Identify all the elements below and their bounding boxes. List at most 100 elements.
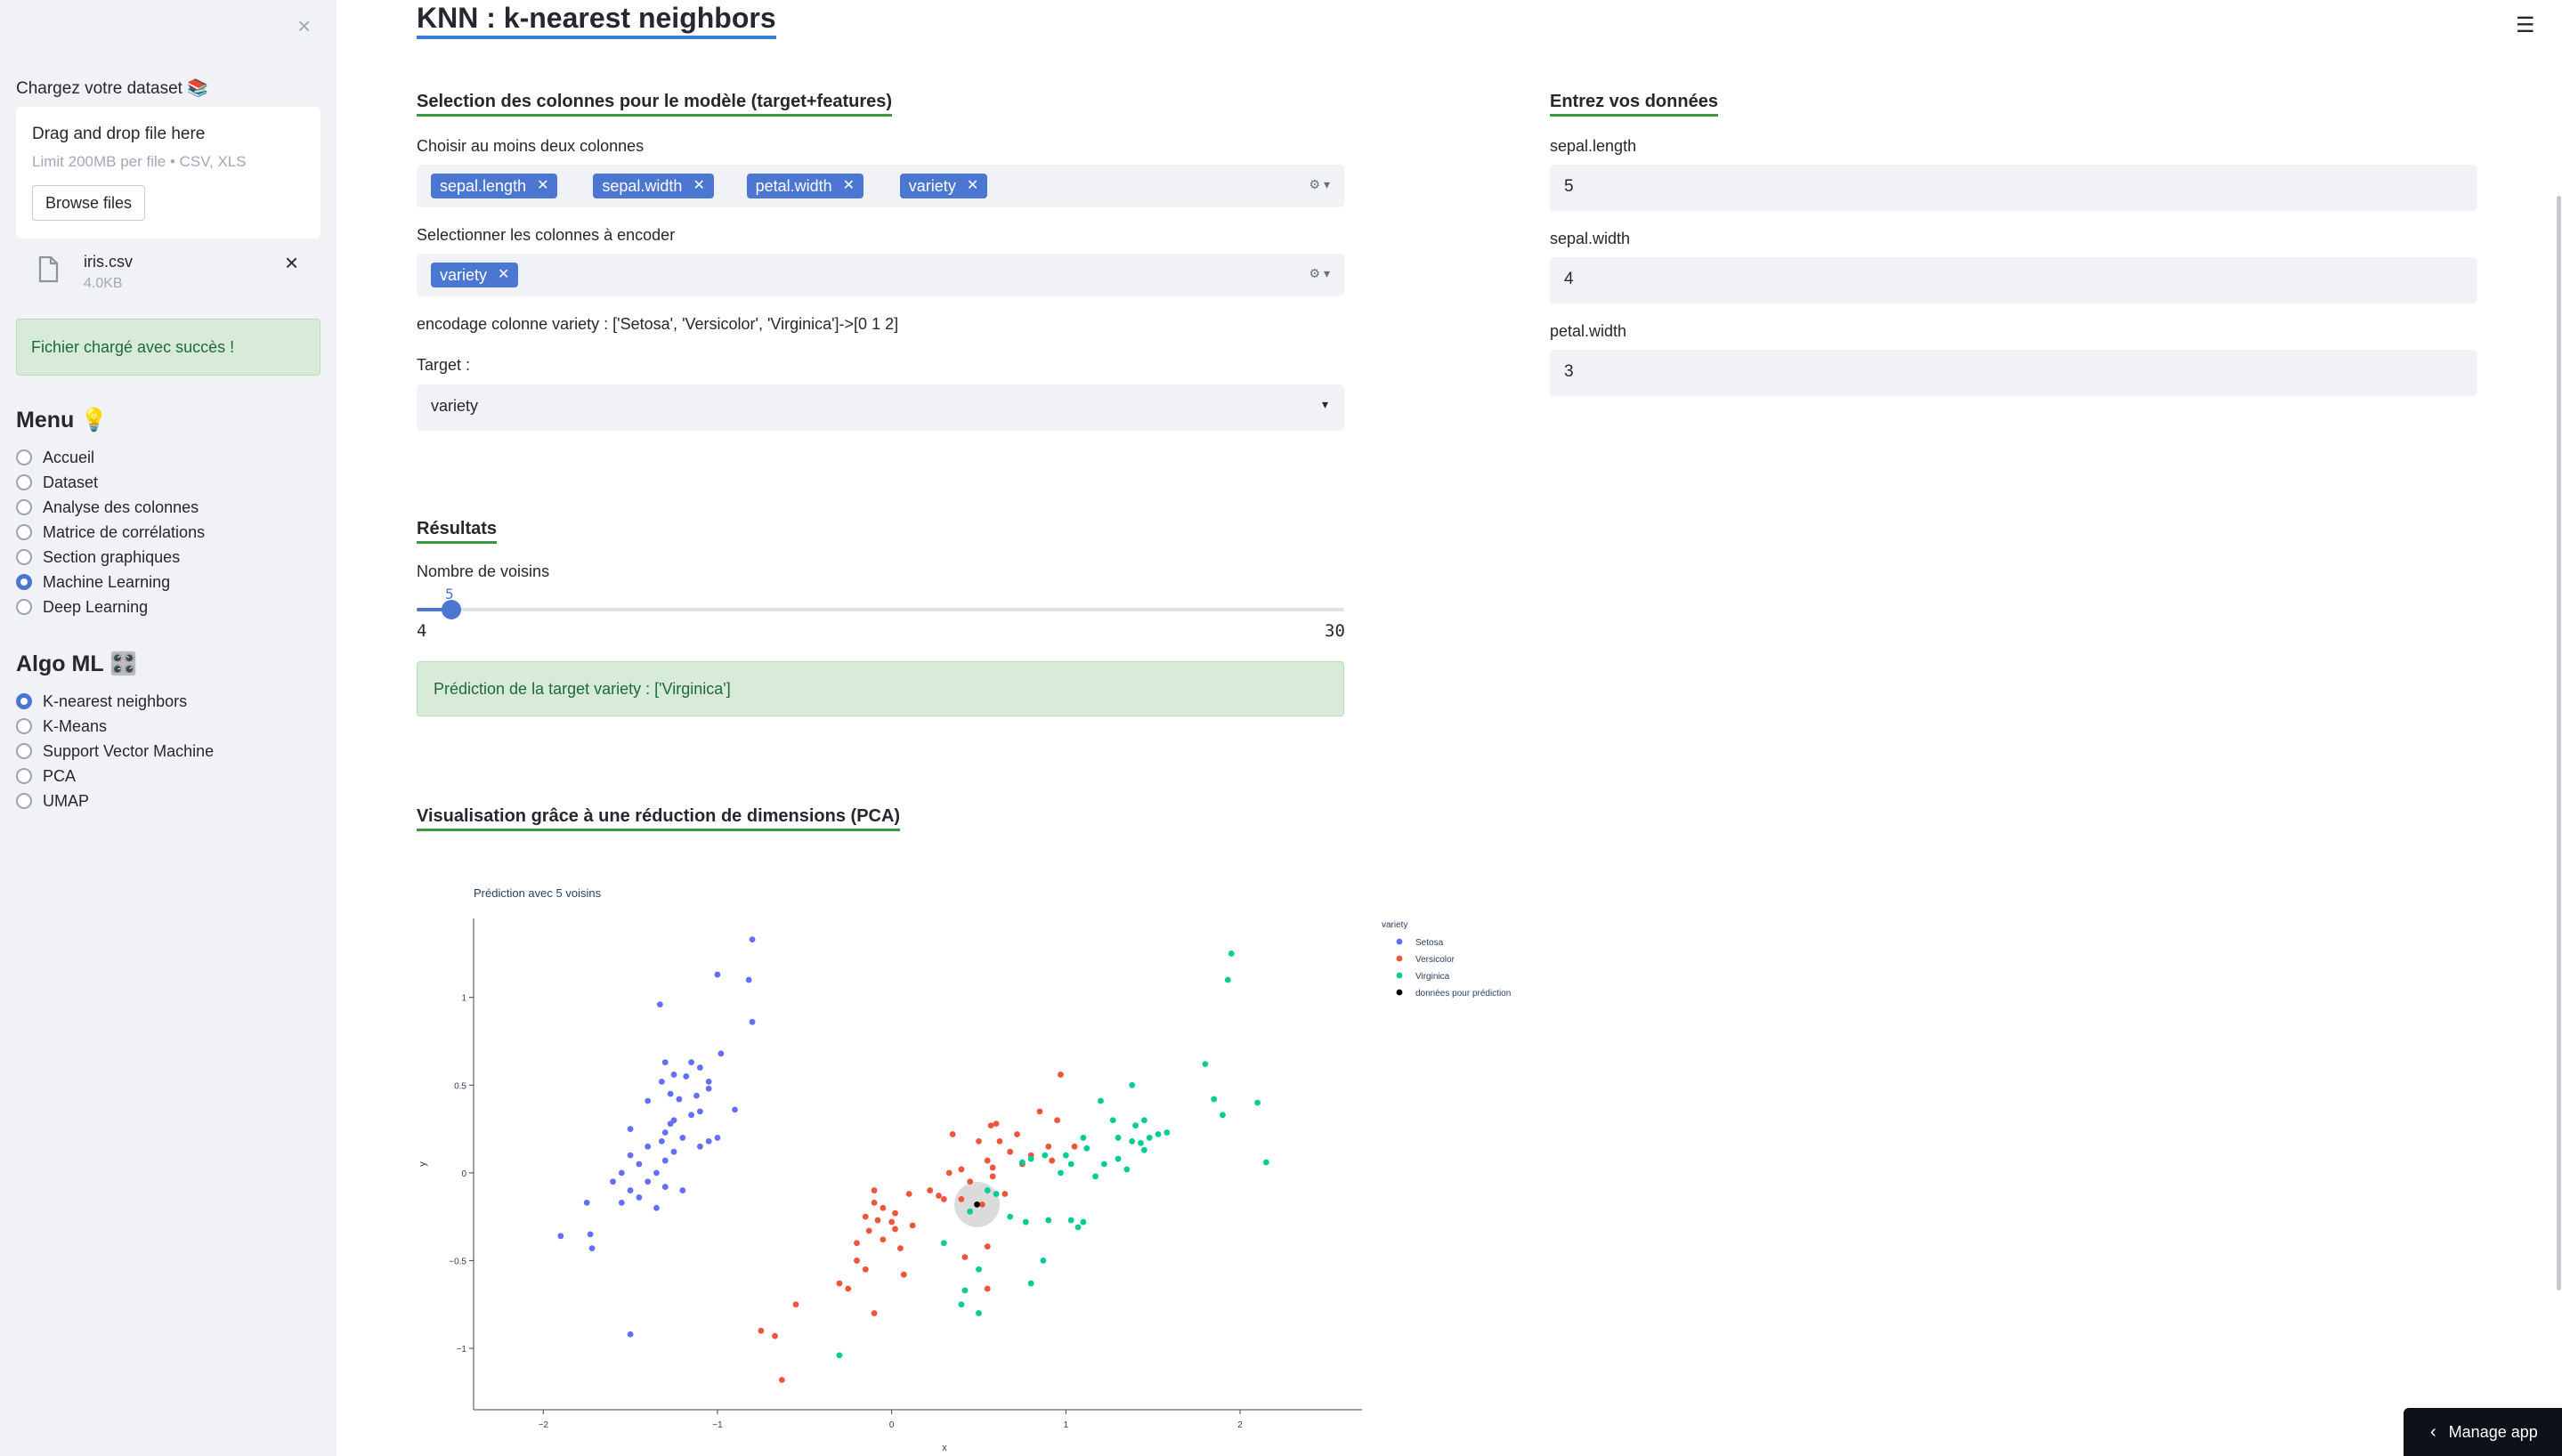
data-point[interactable] <box>900 1271 907 1278</box>
data-point[interactable] <box>658 1137 665 1145</box>
algo-radio-2[interactable]: Support Vector Machine <box>16 740 214 762</box>
data-point[interactable] <box>979 1201 985 1208</box>
remove-file-icon[interactable]: × <box>285 249 299 276</box>
data-point[interactable] <box>984 1187 991 1193</box>
data-point[interactable] <box>1022 1218 1029 1225</box>
data-point[interactable] <box>905 1191 912 1197</box>
column-tag[interactable]: sepal.width ✕ <box>593 174 714 198</box>
data-point[interactable] <box>705 1085 712 1092</box>
data-point[interactable] <box>1140 1146 1147 1153</box>
data-point[interactable] <box>679 1187 686 1193</box>
data-point[interactable] <box>610 1178 616 1185</box>
number-input[interactable]: 3 <box>1550 350 2477 396</box>
data-point[interactable] <box>661 1059 669 1066</box>
data-point[interactable] <box>927 1187 934 1193</box>
algo-radio-4[interactable]: UMAP <box>16 790 89 812</box>
data-point[interactable] <box>984 1157 991 1164</box>
data-point[interactable] <box>1058 1169 1064 1177</box>
data-point[interactable] <box>778 1377 785 1383</box>
remove-tag-icon[interactable]: ✕ <box>498 267 510 282</box>
data-point[interactable] <box>1080 1218 1087 1225</box>
data-point[interactable] <box>658 1078 665 1085</box>
data-point[interactable] <box>1040 1258 1047 1264</box>
data-point[interactable] <box>1045 1217 1052 1224</box>
data-point[interactable] <box>993 1120 1000 1128</box>
data-point[interactable] <box>880 1204 887 1211</box>
data-point[interactable] <box>705 1137 712 1145</box>
data-point[interactable] <box>871 1310 878 1316</box>
column-tag[interactable]: variety ✕ <box>899 174 988 198</box>
data-point[interactable] <box>696 1143 703 1150</box>
radio-button[interactable] <box>16 599 32 615</box>
data-point[interactable] <box>974 1201 980 1208</box>
data-point[interactable] <box>854 1258 860 1264</box>
data-point[interactable] <box>1123 1166 1131 1173</box>
data-point[interactable] <box>984 1243 991 1250</box>
data-point[interactable] <box>1042 1152 1049 1159</box>
data-point[interactable] <box>871 1187 878 1193</box>
multiselect-controls-icon[interactable]: ⚙ ▾ <box>1309 177 1330 191</box>
data-point[interactable] <box>1058 1072 1064 1078</box>
radio-button[interactable] <box>16 693 32 709</box>
data-point[interactable] <box>1049 1157 1056 1164</box>
data-point[interactable] <box>958 1301 965 1308</box>
pca-scatter-chart[interactable]: Prédiction avec 5 voisins −2 −1 0 1 2 −1 −0.5 0 0… <box>417 872 1556 1456</box>
radio-button[interactable] <box>16 449 32 465</box>
data-point[interactable] <box>693 1092 700 1099</box>
data-point[interactable] <box>945 1169 953 1177</box>
column-tag[interactable]: variety ✕ <box>431 263 519 287</box>
data-point[interactable] <box>1220 1112 1226 1119</box>
data-point[interactable] <box>1067 1217 1074 1224</box>
data-point[interactable] <box>732 1106 738 1113</box>
column-tag[interactable]: petal.width ✕ <box>746 174 864 198</box>
data-point[interactable] <box>1138 1139 1144 1146</box>
target-select[interactable]: variety ▾ <box>417 384 1344 431</box>
browse-files-button[interactable]: Browse files <box>32 185 146 221</box>
data-point[interactable] <box>1019 1159 1026 1166</box>
data-point[interactable] <box>618 1199 625 1206</box>
data-point[interactable] <box>1224 976 1231 983</box>
radio-button[interactable] <box>16 718 32 734</box>
algo-radio-3[interactable]: PCA <box>16 765 76 787</box>
data-point[interactable] <box>1129 1081 1136 1088</box>
data-point[interactable] <box>1027 1155 1034 1162</box>
data-point[interactable] <box>714 1135 721 1141</box>
data-point[interactable] <box>897 1245 904 1252</box>
data-point[interactable] <box>936 1193 942 1199</box>
data-point[interactable] <box>940 1196 947 1202</box>
data-point[interactable] <box>587 1231 594 1238</box>
data-point[interactable] <box>758 1327 765 1334</box>
data-point[interactable] <box>1132 1122 1139 1129</box>
data-point[interactable] <box>845 1285 852 1292</box>
data-point[interactable] <box>976 1310 982 1316</box>
data-point[interactable] <box>880 1236 887 1243</box>
data-point[interactable] <box>749 1018 756 1025</box>
data-point[interactable] <box>1080 1135 1087 1141</box>
radio-button[interactable] <box>16 499 32 515</box>
data-point[interactable] <box>940 1240 947 1247</box>
data-point[interactable] <box>718 1050 725 1057</box>
data-point[interactable] <box>627 1152 634 1159</box>
data-point[interactable] <box>670 1148 677 1155</box>
algo-radio-1[interactable]: K-Means <box>16 716 107 737</box>
menu-radio-5[interactable]: Machine Learning <box>16 571 170 593</box>
data-point[interactable] <box>1155 1131 1162 1137</box>
remove-tag-icon[interactable]: ✕ <box>966 178 979 193</box>
data-point[interactable] <box>961 1287 969 1294</box>
data-point[interactable] <box>696 1064 703 1071</box>
data-point[interactable] <box>1045 1143 1052 1150</box>
data-point[interactable] <box>618 1169 625 1177</box>
data-point[interactable] <box>557 1233 564 1240</box>
data-point[interactable] <box>976 1137 982 1145</box>
data-point[interactable] <box>961 1254 969 1260</box>
data-point[interactable] <box>1202 1061 1209 1068</box>
data-point[interactable] <box>645 1097 652 1104</box>
data-point[interactable] <box>636 1161 643 1168</box>
data-point[interactable] <box>1262 1159 1269 1166</box>
data-point[interactable] <box>1007 1213 1014 1220</box>
data-point[interactable] <box>1211 1096 1218 1103</box>
algo-radio-0[interactable]: K-nearest neighbors <box>16 691 187 712</box>
data-point[interactable] <box>836 1352 843 1359</box>
data-point[interactable] <box>1100 1161 1107 1168</box>
data-point[interactable] <box>627 1187 634 1193</box>
